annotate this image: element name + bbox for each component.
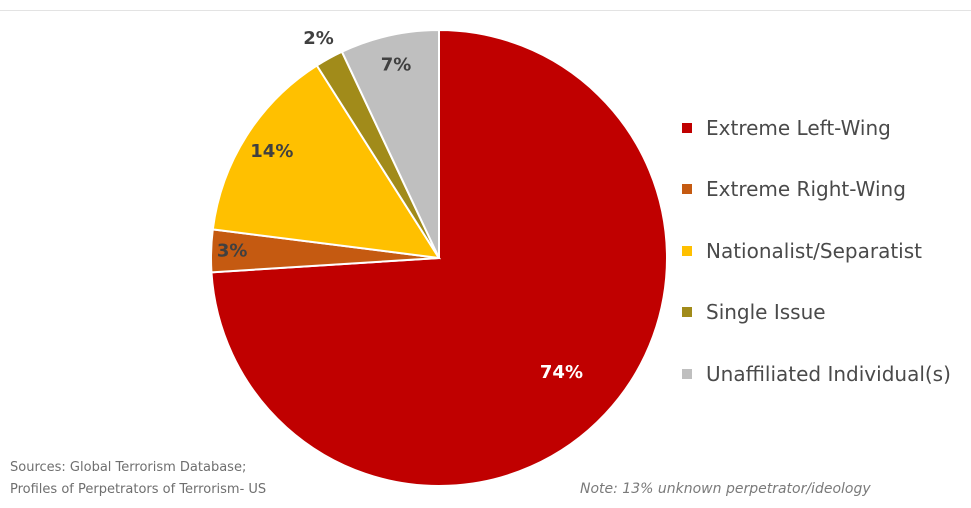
- legend-item-extreme-right-wing: Extreme Right-Wing: [682, 159, 967, 221]
- data-label-unaffiliated-individuals: 7%: [381, 55, 412, 76]
- legend-swatch-unaffiliated-individuals: [682, 368, 692, 379]
- unknown-perpetrator-note: Note: 13% unknown perpetrator/ideology: [580, 481, 871, 497]
- data-label-extreme-right-wing: 3%: [217, 240, 248, 261]
- legend-swatch-nationalist-separatist: [682, 245, 692, 256]
- legend-item-unaffiliated-individuals: Unaffiliated Individual(s): [682, 343, 967, 405]
- data-label-nationalist-separatist: 14%: [250, 141, 293, 162]
- legend-item-nationalist-separatist: Nationalist/Separatist: [682, 220, 967, 282]
- sources-line-1: Sources: Global Terrorism Database;: [10, 460, 247, 475]
- legend-label-single-issue: Single Issue: [706, 300, 826, 325]
- sources-note: Sources: Global Terrorism Database; Prof…: [10, 457, 266, 501]
- data-label-extreme-left-wing: 74%: [540, 362, 583, 383]
- legend-label-nationalist-separatist: Nationalist/Separatist: [706, 238, 922, 263]
- legend-swatch-extreme-right-wing: [682, 184, 692, 195]
- pie-slice-unaffiliated-individuals: [340, 28, 440, 259]
- pie-slice-nationalist-separatist: [211, 64, 441, 260]
- legend: Extreme Left-Wing Extreme Right-Wing Nat…: [682, 97, 967, 405]
- top-rule: [0, 10, 971, 11]
- legend-item-extreme-left-wing: Extreme Left-Wing: [682, 97, 967, 159]
- legend-swatch-extreme-left-wing: [682, 122, 692, 133]
- legend-item-single-issue: Single Issue: [682, 282, 967, 344]
- legend-label-extreme-right-wing: Extreme Right-Wing: [706, 177, 906, 202]
- sources-line-2: Profiles of Perpetrators of Terrorism- U…: [10, 482, 267, 497]
- data-label-single-issue: 2%: [303, 28, 334, 49]
- legend-label-extreme-left-wing: Extreme Left-Wing: [706, 115, 891, 140]
- legend-swatch-single-issue: [682, 307, 692, 318]
- legend-label-unaffiliated-individuals: Unaffiliated Individual(s): [706, 361, 951, 386]
